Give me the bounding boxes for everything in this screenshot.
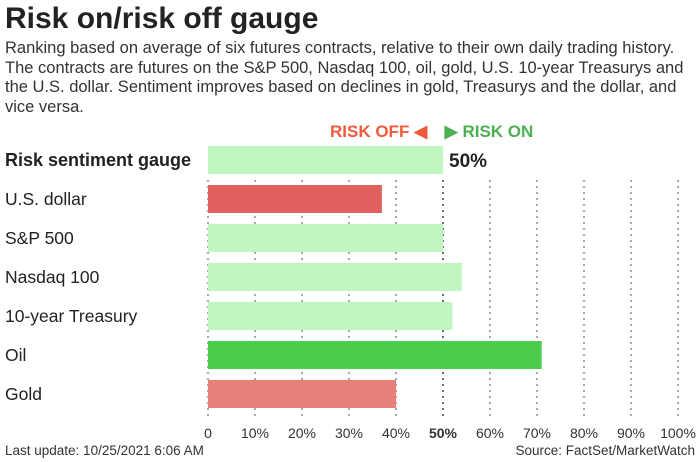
left-arrow-icon: ◀ bbox=[414, 122, 428, 141]
category-label: 10-year Treasury bbox=[5, 306, 138, 326]
x-tick-label: 10% bbox=[241, 425, 269, 441]
source: Source: FactSet/MarketWatch bbox=[515, 443, 695, 458]
category-label: Gold bbox=[5, 384, 42, 404]
bar bbox=[208, 185, 382, 213]
bar bbox=[208, 341, 542, 369]
x-tick-label: 70% bbox=[523, 425, 551, 441]
x-tick-label: 50% bbox=[429, 425, 458, 441]
x-tick-label: 90% bbox=[617, 425, 645, 441]
chart-subtitle: Ranking based on average of six futures … bbox=[5, 39, 684, 116]
bar bbox=[208, 146, 443, 174]
chart-title: Risk on/risk off gauge bbox=[5, 2, 319, 35]
x-tick-label: 100% bbox=[660, 425, 696, 441]
risk-on-label: RISK ON bbox=[462, 122, 534, 141]
category-label: S&P 500 bbox=[5, 228, 74, 248]
last-update: Last update: 10/25/2021 6:06 AM bbox=[5, 443, 204, 458]
right-arrow-icon: ▶ bbox=[444, 122, 458, 141]
x-tick-label: 30% bbox=[335, 425, 363, 441]
risk-off-label: RISK OFF bbox=[330, 122, 410, 141]
legend: RISK OFF ◀ ▶ RISK ON bbox=[330, 122, 533, 142]
bar bbox=[208, 380, 396, 408]
bar bbox=[208, 263, 462, 291]
x-tick-label: 40% bbox=[382, 425, 410, 441]
category-label: Risk sentiment gauge bbox=[5, 150, 191, 170]
category-label: Oil bbox=[5, 345, 26, 365]
data-label: 50% bbox=[449, 151, 487, 172]
x-tick-label: 80% bbox=[570, 425, 598, 441]
category-label: U.S. dollar bbox=[5, 189, 87, 209]
x-tick-label: 0 bbox=[204, 425, 212, 441]
x-tick-label: 60% bbox=[476, 425, 504, 441]
bar bbox=[208, 224, 443, 252]
bar bbox=[208, 302, 453, 330]
category-label: Nasdaq 100 bbox=[5, 267, 100, 287]
x-tick-label: 20% bbox=[288, 425, 316, 441]
